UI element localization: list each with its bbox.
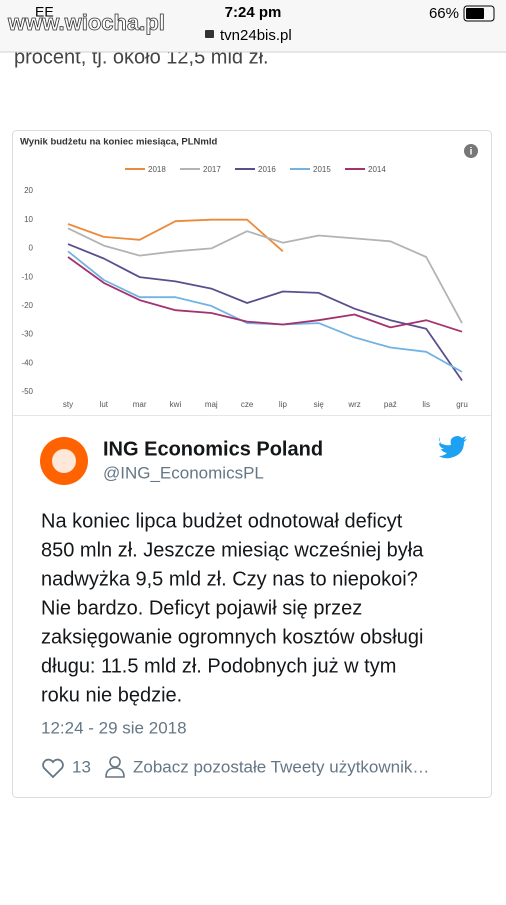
tweet-line: Na koniec lipca budżet odnotował deficyt — [41, 510, 403, 532]
series-line — [67, 243, 463, 382]
legend-label: 2018 — [148, 165, 166, 174]
lock-icon — [205, 30, 214, 38]
tweet-line: roku nie będzie. — [41, 684, 182, 706]
x-tick-label: gru — [456, 400, 468, 409]
x-tick-label: mar — [133, 400, 147, 409]
carrier: EE — [35, 4, 54, 20]
x-tick-label: paź — [384, 400, 397, 409]
tweet-line: długu: 11.5 mld zł. Podobnych już w tym — [41, 655, 396, 677]
legend-label: 2016 — [258, 165, 276, 174]
x-tick-label: lis — [422, 400, 430, 409]
y-tick-label: -50 — [21, 387, 33, 396]
tweet-line: 850 mln zł. Jeszcze miesiąc wcześniej by… — [41, 539, 424, 561]
y-tick-label: -10 — [21, 272, 33, 281]
battery-icon — [463, 5, 495, 22]
tweet-line: Nie bardzo. Deficyt pojawił się przez — [41, 597, 362, 619]
info-icon-glyph: i — [470, 147, 473, 158]
clock: 7:24 pm — [225, 4, 282, 21]
y-tick-label: -20 — [21, 301, 33, 310]
like-count: 13 — [72, 757, 91, 776]
tweet-handle[interactable]: @ING_EconomicsPL — [103, 463, 264, 482]
battery-fill — [466, 8, 484, 19]
series-line — [67, 218, 284, 252]
twitter-logo[interactable] — [439, 436, 467, 459]
legend-label: 2015 — [313, 165, 331, 174]
tweet-line: nadwyżka 9,5 mld zł. Czy nas to niepokoi… — [41, 568, 418, 590]
battery-level: 66% — [429, 5, 459, 22]
chart-title: Wynik budżetu na koniec miesiąca, PLNmld — [20, 137, 217, 148]
y-tick-label: 0 — [29, 244, 34, 253]
x-tick-label: maj — [205, 400, 218, 409]
legend-label: 2014 — [368, 165, 386, 174]
x-tick-label: sty — [63, 400, 73, 409]
x-tick-label: wrz — [347, 400, 360, 409]
tweet-body: Na koniec lipca budżet odnotował deficyt… — [41, 510, 424, 706]
y-tick-label: -30 — [21, 330, 33, 339]
series-line — [67, 256, 463, 333]
like-icon[interactable] — [42, 758, 64, 779]
x-tick-label: cze — [241, 400, 254, 409]
avatar-lion — [52, 449, 76, 473]
x-tick-label: lip — [279, 400, 288, 409]
more-tweets-link[interactable]: Zobacz pozostałe Tweety użytkownik… — [133, 757, 429, 776]
series-line — [67, 227, 463, 324]
person-icon — [109, 756, 121, 768]
x-tick-label: się — [314, 400, 325, 409]
y-tick-label: -40 — [21, 358, 33, 367]
x-tick-label: lut — [100, 400, 109, 409]
y-tick-label: 10 — [24, 215, 33, 224]
tweet-line: zaksięgowanie ogromnych kosztów obsługi — [41, 626, 423, 648]
tweet-author[interactable]: ING Economics Poland — [103, 438, 323, 460]
info-icon[interactable] — [464, 144, 478, 158]
person-icon-body — [105, 767, 125, 778]
legend-label: 2017 — [203, 165, 221, 174]
tweet-date[interactable]: 12:24 - 29 sie 2018 — [41, 718, 187, 737]
chart: -50 -40 -30 -20 -10 0 10 20 sty lut mar kwi maj cze li… — [21, 165, 467, 409]
url[interactable]: tvn24bis.pl — [220, 27, 292, 44]
watermark: www.wiocha.pl — [7, 10, 165, 35]
browser-header — [0, 0, 506, 52]
y-tick-label: 20 — [24, 186, 33, 195]
x-tick-label: kwi — [170, 400, 182, 409]
